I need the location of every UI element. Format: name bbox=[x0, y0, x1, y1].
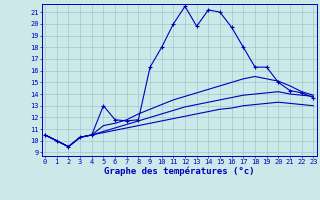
X-axis label: Graphe des températures (°c): Graphe des températures (°c) bbox=[104, 166, 254, 176]
